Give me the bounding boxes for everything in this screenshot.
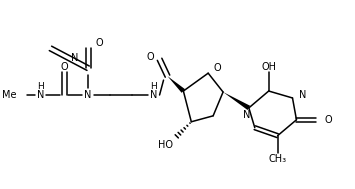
Text: O: O <box>60 62 68 72</box>
Text: Me: Me <box>2 90 17 100</box>
Text: N: N <box>243 110 251 120</box>
Text: CH₃: CH₃ <box>269 154 287 164</box>
Text: N: N <box>84 90 92 100</box>
Polygon shape <box>168 76 185 93</box>
Text: O: O <box>147 52 155 62</box>
Text: N: N <box>150 90 157 100</box>
Text: O: O <box>324 115 332 125</box>
Text: H: H <box>150 82 157 91</box>
Text: O: O <box>95 38 103 48</box>
Text: OH: OH <box>261 62 276 72</box>
Text: N: N <box>37 90 44 100</box>
Text: O: O <box>213 63 221 73</box>
Text: N: N <box>71 53 78 63</box>
Text: H: H <box>37 82 44 91</box>
Text: N: N <box>300 90 307 100</box>
Polygon shape <box>223 92 250 110</box>
Text: HO: HO <box>158 140 174 150</box>
